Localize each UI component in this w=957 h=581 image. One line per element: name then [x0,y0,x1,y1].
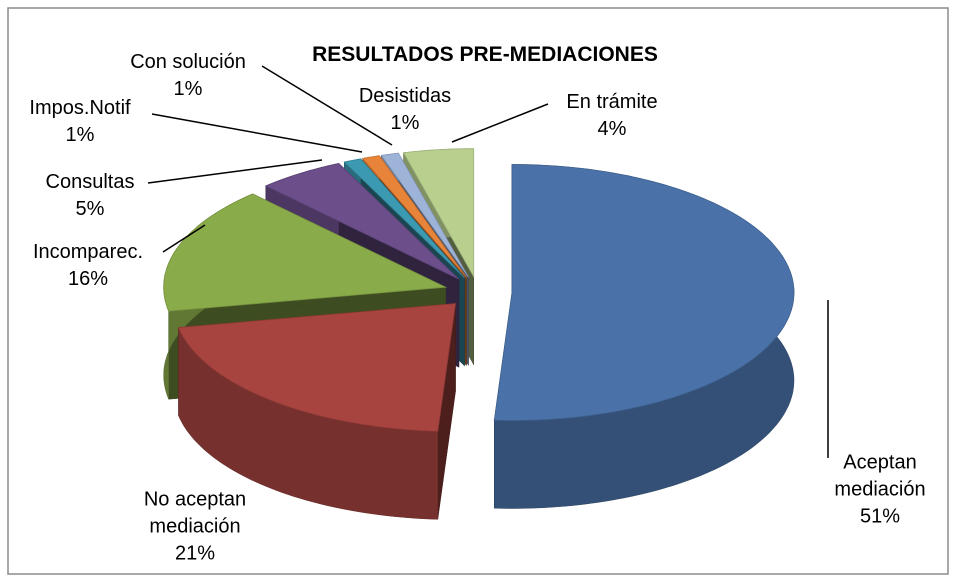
leader-line [151,113,363,153]
leader-line [162,224,206,253]
slice [380,152,469,278]
leader-line [451,103,549,143]
slice [493,164,795,421]
category-label: En trámite [566,91,658,113]
value-label: 4% [597,118,627,140]
value-label: 51% [859,505,901,528]
value-label: 21% [174,542,216,565]
value-label: 5% [75,198,105,220]
data-label: Impos.Notif 1% [15,95,145,149]
slice [177,303,456,432]
data-label: Desistidas 1% [340,83,470,137]
data-label: En trámite 4% [547,89,677,143]
data-label: No aceptan mediación 21% [130,487,260,568]
chart-title: RESULTADOS PRE-MEDIACIONES [312,43,658,66]
value-label: 16% [67,268,109,290]
leader-line [147,159,323,184]
data-label: Con solución 1% [123,49,253,103]
data-label: Incomparec. 16% [23,239,153,293]
slice [402,148,475,279]
value-label: 1% [65,124,95,146]
slice [343,158,465,279]
category-label: Aceptan mediación [834,451,926,501]
slice [361,155,467,278]
category-label: Impos.Notif [29,97,131,119]
data-label: Consultas 5% [25,169,155,223]
category-label: Desistidas [358,85,452,107]
category-label: Con solución [130,51,246,73]
value-label: 1% [173,78,203,100]
value-label: 1% [390,112,420,134]
data-label: Aceptan mediación 51% [815,450,945,531]
category-label: No aceptan mediación [143,488,247,538]
leader-line [261,65,393,146]
category-label: Consultas [45,171,135,193]
slice [163,193,448,312]
category-label: Incomparec. [32,241,144,263]
slice [264,162,460,280]
